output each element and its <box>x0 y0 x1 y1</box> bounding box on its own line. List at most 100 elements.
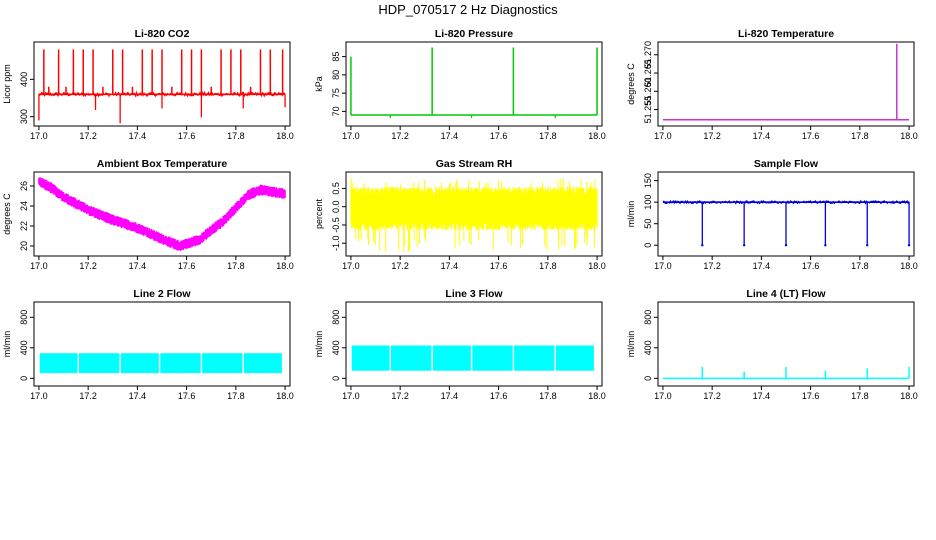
x-tick-label: 17.4 <box>129 261 147 271</box>
x-tick-label: 17.6 <box>490 131 508 141</box>
plot-area <box>662 199 911 247</box>
x-tick-label: 17.4 <box>753 261 771 271</box>
line3-segment <box>514 345 555 371</box>
x-tick-label: 17.8 <box>539 261 557 271</box>
chart-title: Li-820 Pressure <box>435 28 513 40</box>
y-axis: 0 400 800 <box>19 310 34 381</box>
figure-title: HDP_070517 2 Hz Diagnostics <box>378 2 558 17</box>
x-tick-label: 17.2 <box>703 391 721 401</box>
x-axis: 17.0 17.2 17.4 17.6 17.8 18.0 <box>342 256 606 271</box>
x-tick-label: 17.8 <box>851 391 869 401</box>
y-axis: 20 22 24 26 <box>19 181 34 251</box>
chart-title: Sample Flow <box>754 158 819 170</box>
line2-segment <box>202 353 243 374</box>
chart-line3: Line 3 Flow ml/min 17.0 17.2 17.4 17.6 17.8 18.… <box>314 288 606 401</box>
y-tick-label: 100 <box>643 195 653 210</box>
line2-segment <box>79 353 120 374</box>
x-tick-label: 17.8 <box>227 261 245 271</box>
y-axis-label: Licor ppm <box>2 64 12 104</box>
x-axis: 17.0 17.2 17.4 17.6 17.8 18.0 <box>654 386 918 401</box>
y-axis-label: ml/min <box>626 201 636 228</box>
chart-ambient: Ambient Box Temperature degrees C 17.0 17.2… <box>2 158 294 271</box>
chart-title: Gas Stream RH <box>436 158 512 170</box>
x-tick-label: 17.4 <box>441 261 459 271</box>
y-tick-label: 51.270 <box>643 41 653 69</box>
plot-frame <box>33 301 291 387</box>
y-axis: 0 400 800 <box>643 310 658 381</box>
y-tick-label: 400 <box>331 340 341 355</box>
x-tick-label: 17.4 <box>129 391 147 401</box>
y-tick-label: 0 <box>643 243 653 248</box>
x-tick-label: 18.0 <box>588 391 606 401</box>
line2-segment <box>160 353 201 374</box>
chart-line2: Line 2 Flow ml/min 17.0 17.2 17.4 17.6 17.8 18.… <box>2 288 294 401</box>
plot-area <box>662 43 910 121</box>
panel-temperature: Li-820 Temperature degrees C 17.0 17.2 17.4 1… <box>624 22 936 152</box>
y-tick-label: 0 <box>19 376 29 381</box>
ambient-temperature-series <box>38 177 286 252</box>
x-tick-label: 17.0 <box>342 131 360 141</box>
line3-segment <box>472 345 513 371</box>
y-axis-label: ml/min <box>314 331 324 358</box>
y-tick-label: 85 <box>331 52 341 62</box>
y-tick-label: 150 <box>643 173 653 188</box>
plot-area <box>38 49 286 124</box>
x-axis: 17.0 17.2 17.4 17.6 17.8 18.0 <box>654 126 918 141</box>
y-tick-label: 400 <box>643 340 653 355</box>
y-tick-label: 70 <box>331 106 341 116</box>
x-tick-label: 18.0 <box>276 131 294 141</box>
y-axis: 0 50 100 150 <box>643 173 658 248</box>
y-tick-label: 75 <box>331 88 341 98</box>
x-tick-label: 17.4 <box>441 391 459 401</box>
plot-frame <box>657 171 915 257</box>
x-axis: 17.0 17.2 17.4 17.6 17.8 18.0 <box>30 126 294 141</box>
x-tick-label: 17.0 <box>342 391 360 401</box>
x-tick-label: 17.4 <box>441 131 459 141</box>
plot-frame <box>657 41 915 127</box>
y-tick-label: 26 <box>19 181 29 191</box>
chart-title: Li-820 Temperature <box>738 28 834 40</box>
plot-frame <box>657 301 915 387</box>
y-tick-label: 0.5 <box>331 182 341 195</box>
x-tick-label: 17.8 <box>227 391 245 401</box>
x-tick-label: 17.8 <box>539 131 557 141</box>
chart-title: Line 2 Flow <box>133 288 191 300</box>
y-axis: 300 400 <box>19 72 34 124</box>
y-tick-label: 80 <box>331 70 341 80</box>
chart-title: Ambient Box Temperature <box>97 158 228 170</box>
y-tick-label: 20 <box>19 241 29 251</box>
y-tick-label: 51.260 <box>643 78 653 106</box>
plot-frame <box>33 41 291 127</box>
y-tick-label: 50 <box>643 219 653 229</box>
y-tick-label: 0 <box>331 376 341 381</box>
panel-line3: Line 3 Flow ml/min 17.0 17.2 17.4 17.6 17.8 18.… <box>312 282 624 412</box>
sample-dip-point <box>866 244 869 247</box>
y-tick-label: -0.5 <box>331 217 341 233</box>
x-tick-label: 17.0 <box>654 261 672 271</box>
chart-title: Line 3 Flow <box>445 288 503 300</box>
x-tick-label: 17.6 <box>490 261 508 271</box>
x-tick-label: 17.2 <box>391 261 409 271</box>
plot-frame <box>345 301 603 387</box>
x-tick-label: 18.0 <box>276 391 294 401</box>
x-tick-label: 17.8 <box>851 261 869 271</box>
x-tick-label: 17.6 <box>802 131 820 141</box>
x-tick-label: 18.0 <box>900 131 918 141</box>
x-axis: 17.0 17.2 17.4 17.6 17.8 18.0 <box>30 386 294 401</box>
y-axis-label: ml/min <box>2 331 12 358</box>
x-tick-label: 17.4 <box>753 131 771 141</box>
x-tick-label: 17.0 <box>342 261 360 271</box>
x-tick-label: 18.0 <box>588 261 606 271</box>
panel-rh: Gas Stream RH percent 17.0 17.2 17.4 17.6 17.8… <box>312 152 624 282</box>
y-tick-label: 0.0 <box>331 200 341 213</box>
x-tick-label: 17.0 <box>654 391 672 401</box>
x-axis: 17.0 17.2 17.4 17.6 17.8 18.0 <box>342 386 606 401</box>
panel-ambient: Ambient Box Temperature degrees C 17.0 17.2… <box>0 152 312 282</box>
plot-area <box>39 353 282 374</box>
y-axis: -1.0 -0.5 0.0 0.5 <box>331 182 346 251</box>
